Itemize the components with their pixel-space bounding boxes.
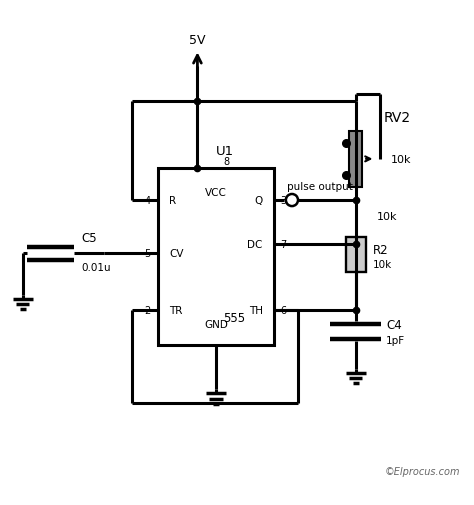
Text: 3: 3 <box>280 195 286 206</box>
Text: CV: CV <box>170 248 184 259</box>
Bar <box>158 169 274 345</box>
Text: 6: 6 <box>280 305 286 315</box>
Text: 10k: 10k <box>373 259 392 269</box>
Text: ©Elprocus.com: ©Elprocus.com <box>385 467 461 477</box>
Text: 5V: 5V <box>189 34 206 46</box>
Text: 555: 555 <box>224 312 246 325</box>
Text: 0.01u: 0.01u <box>81 263 110 273</box>
Text: DC: DC <box>247 240 263 250</box>
Text: 10k: 10k <box>391 155 411 165</box>
Text: 8: 8 <box>223 157 229 167</box>
Text: GND: GND <box>204 319 228 329</box>
Bar <box>349 132 362 187</box>
Text: 10k: 10k <box>377 211 397 221</box>
Text: U1: U1 <box>216 144 235 157</box>
Text: 5: 5 <box>144 248 150 259</box>
Text: R: R <box>170 195 177 206</box>
Text: 1pF: 1pF <box>386 335 405 345</box>
Text: RV2: RV2 <box>384 111 411 125</box>
Text: pulse output: pulse output <box>287 181 353 191</box>
Text: 4: 4 <box>144 195 150 206</box>
Text: R2: R2 <box>373 244 389 257</box>
Text: TH: TH <box>248 305 263 315</box>
Text: 7: 7 <box>280 240 287 250</box>
Text: C5: C5 <box>81 231 97 244</box>
Text: C4: C4 <box>386 318 402 331</box>
Text: VCC: VCC <box>205 187 227 197</box>
Text: 2: 2 <box>144 305 150 315</box>
Text: TR: TR <box>170 305 183 315</box>
Bar <box>346 237 366 272</box>
Text: Q: Q <box>255 195 263 206</box>
